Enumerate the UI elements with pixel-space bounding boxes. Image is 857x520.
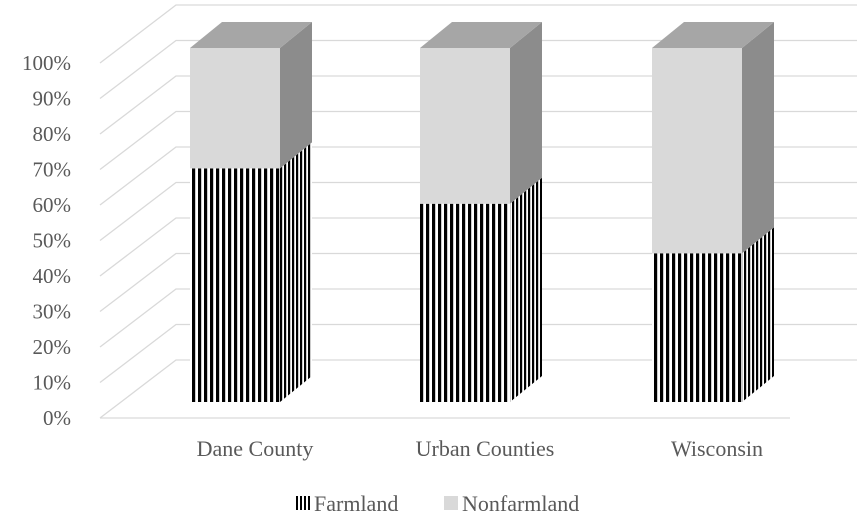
bar-nonfarmland-side bbox=[742, 22, 774, 254]
x-category-label: Dane County bbox=[197, 436, 314, 461]
y-tick-label: 40% bbox=[33, 264, 72, 288]
bar-farmland-side bbox=[510, 177, 542, 402]
gridline bbox=[99, 359, 857, 419]
gridline bbox=[99, 288, 857, 348]
y-tick-label: 70% bbox=[33, 158, 72, 182]
gridline bbox=[99, 323, 857, 384]
gridline bbox=[99, 75, 857, 135]
gridlines bbox=[99, 4, 857, 419]
legend: Farmland Nonfarmland bbox=[296, 491, 579, 516]
legend-swatch bbox=[296, 496, 310, 510]
x-category-label: Urban Counties bbox=[416, 436, 555, 461]
bar-nonfarmland bbox=[190, 48, 280, 169]
gridline bbox=[99, 4, 857, 64]
y-tick-label: 30% bbox=[33, 300, 72, 324]
legend-label: Nonfarmland bbox=[462, 491, 579, 516]
y-tick-label: 50% bbox=[33, 229, 72, 253]
y-tick-label: 0% bbox=[43, 406, 71, 430]
gridline bbox=[99, 252, 857, 313]
y-tick-label: 10% bbox=[33, 371, 72, 395]
legend-nonfarmland: Nonfarmland bbox=[444, 491, 579, 516]
y-tick-label: 60% bbox=[33, 193, 72, 217]
bar-top bbox=[190, 22, 312, 48]
legend-farmland: Farmland bbox=[296, 491, 398, 516]
gridline bbox=[99, 110, 857, 171]
bar-nonfarmland bbox=[420, 48, 510, 204]
gridline bbox=[99, 39, 857, 100]
bar-group bbox=[190, 22, 312, 403]
bar-nonfarmland-side bbox=[510, 22, 542, 204]
bar-farmland bbox=[190, 168, 280, 402]
y-tick-label: 100% bbox=[22, 51, 71, 75]
y-tick-label: 90% bbox=[33, 87, 72, 111]
legend-swatch bbox=[444, 496, 458, 510]
bar-nonfarmland bbox=[652, 48, 742, 254]
bar-group bbox=[420, 22, 542, 402]
bar-farmland-side bbox=[742, 227, 774, 402]
bar-top bbox=[420, 22, 542, 48]
legend-label: Farmland bbox=[314, 491, 398, 516]
y-tick-label: 80% bbox=[33, 122, 72, 146]
y-tick-label: 20% bbox=[33, 335, 72, 359]
bar-farmland bbox=[420, 203, 510, 402]
x-axis-categories: Dane County Urban Counties Wisconsin bbox=[197, 436, 763, 461]
gridline bbox=[99, 217, 857, 277]
bar-group bbox=[652, 22, 774, 402]
x-category-label: Wisconsin bbox=[671, 436, 763, 461]
bar-top bbox=[652, 22, 774, 48]
bar-nonfarmland-side bbox=[280, 22, 312, 169]
gridline bbox=[99, 146, 857, 206]
bar-farmland-side bbox=[280, 142, 312, 403]
bar-farmland bbox=[652, 253, 742, 402]
bars bbox=[190, 22, 774, 403]
y-axis-ticks: 0% 10% 20% 30% 40% 50% 60% 70% 80% 90% 100% bbox=[22, 51, 71, 430]
gridline bbox=[99, 181, 857, 242]
